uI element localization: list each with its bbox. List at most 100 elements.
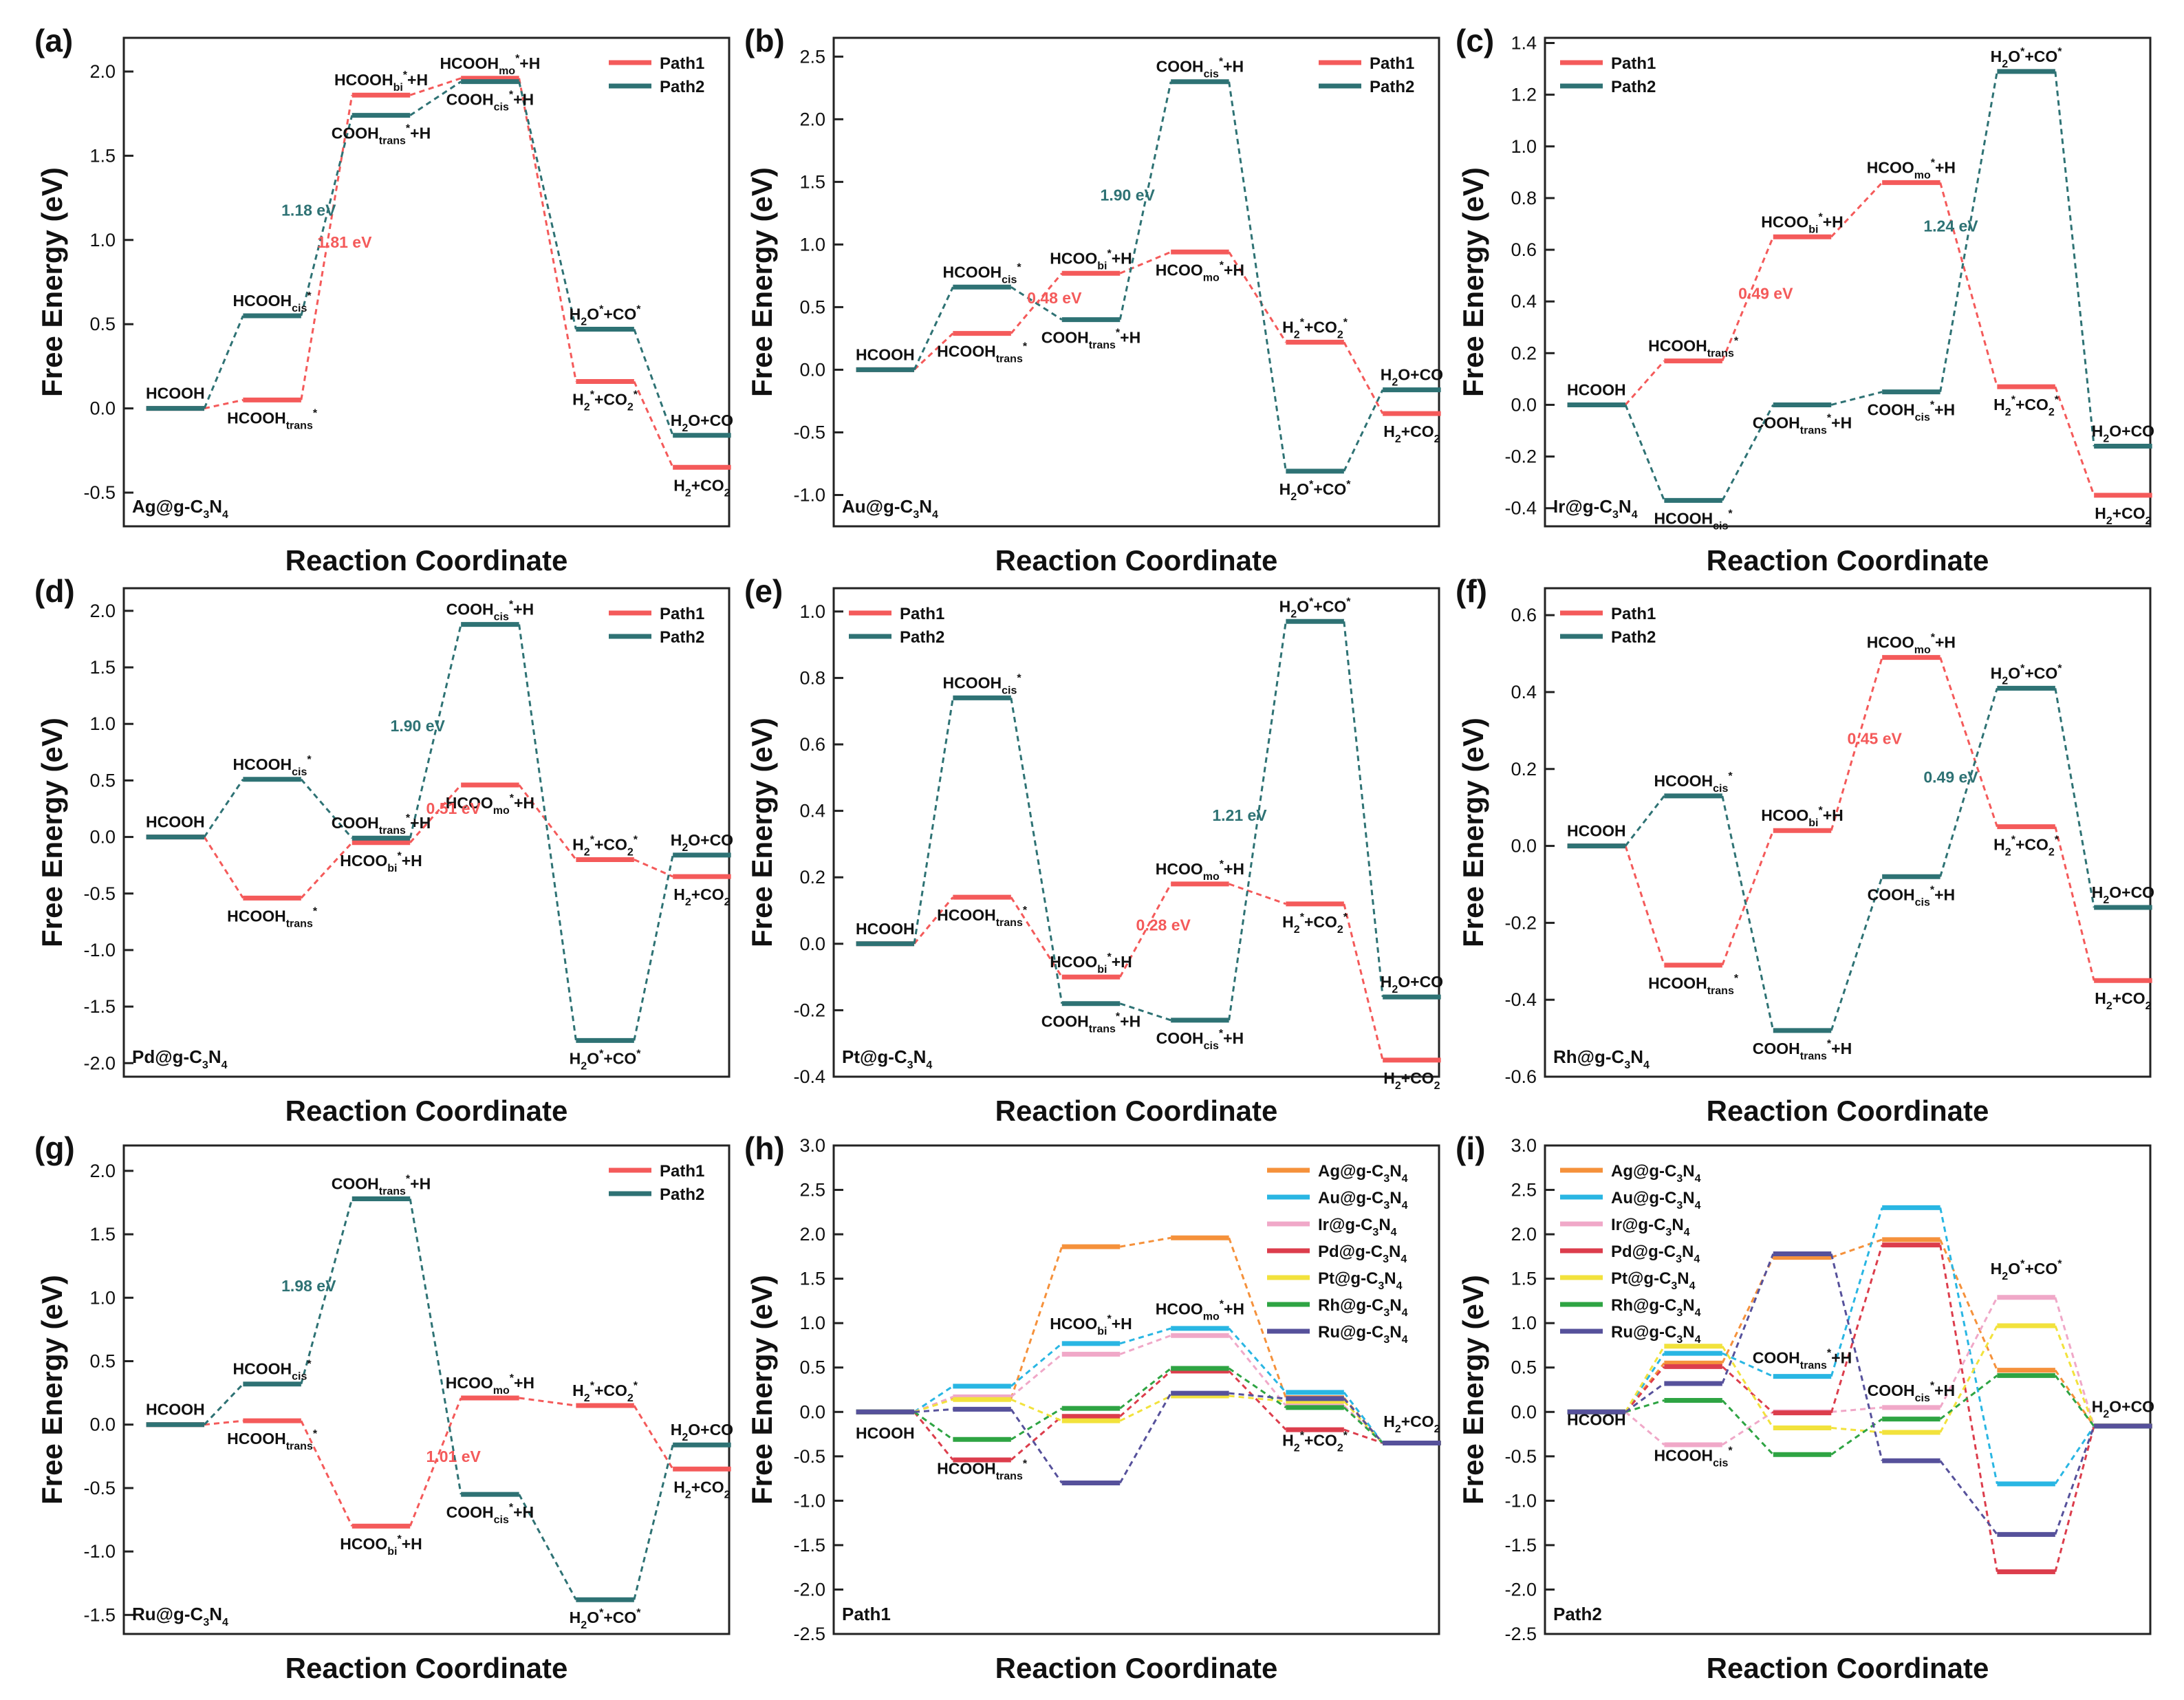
state-label: HCOOHtrans* [227,407,318,431]
connector [913,698,954,945]
series-path1: HCOOH HCOOHtrans* HCOObi*+H HCOOmo*+H H2*+CO… [146,782,731,929]
barrier-label: 1.81 eV [317,233,372,251]
state-label: H2O+CO [1381,973,1443,996]
state-label: H2O*+CO* [570,1607,642,1631]
barrier-label: 1.21 eV [1212,806,1267,824]
y-tick-label: -2.0 [83,1053,116,1073]
step-label: COOHtrans*+H [1753,1347,1852,1371]
state-label: HCOOmo*+H [446,1373,534,1397]
y-tick-label: -1.0 [793,1490,825,1511]
state-label: H2*+CO2* [572,389,638,413]
connector [1721,1253,1775,1384]
panel-label: (b) [744,23,785,58]
connector [1831,1427,1883,1434]
connector [2054,386,2095,496]
connector [1228,1335,1287,1407]
state-label: COOHtrans*+H [332,123,431,147]
connector [1939,657,1998,828]
connector [1228,1370,1287,1431]
connector [300,1420,354,1527]
y-tick-label: 0.8 [799,667,825,688]
state-label: HCOOHtrans* [1648,336,1739,360]
system-label: Au@g-C3N4 [842,496,938,521]
legend-label: Path1 [660,1162,704,1181]
y-tick-label: 2.0 [89,61,116,82]
connector [913,1398,953,1413]
connector [1830,1418,1883,1456]
state-label: H2+CO2 [1383,422,1440,445]
legend: Path1 Path2 [1560,54,1656,96]
connector [1010,896,1063,978]
state-label: HCOOHcis* [233,1359,312,1383]
state-label: HCOOHcis* [1654,771,1733,795]
connector [633,1405,674,1470]
connector [204,398,244,410]
state-label: COOHtrans*+H [332,1173,431,1197]
connector [1229,883,1286,905]
connector [409,784,462,843]
barrier-label: 1.90 eV [391,717,446,735]
state-label: H2+CO2 [673,476,730,499]
connector [1010,1398,1063,1422]
y-tick-label: 2.5 [1511,1180,1537,1201]
series-path2: HCOOHcis* COOHtrans*+H COOHcis*+H H2O*+CO* H… [146,599,733,1072]
connector [1624,360,1665,406]
legend-label: Pt@g-C3N4 [1318,1269,1403,1292]
y-tick-label: -1.0 [83,1541,116,1562]
state-label: HCOOHtrans* [227,1428,318,1452]
state-label: H2O*+CO* [1279,596,1352,620]
legend-label: Ag@g-C3N4 [1318,1162,1408,1185]
legend-label: Ru@g-C3N4 [1611,1323,1701,1346]
y-tick-label: 1.0 [89,230,116,250]
connector [409,624,462,839]
legend-label: Au@g-C3N4 [1611,1189,1701,1212]
connector [409,1397,462,1527]
panel-label: (f) [1456,573,1487,609]
connector [2054,1297,2095,1427]
y-axis-label: Free Energy (eV) [1457,718,1489,947]
series-path2: HCOOHcis* COOHtrans*+H COOHcis*+H H2O*+CO* H… [856,56,1443,503]
connector [203,1383,244,1425]
y-tick-label: 0.4 [1511,682,1537,702]
y-tick-label: 1.0 [799,1313,825,1333]
connector [1624,846,1665,966]
step-label: H2*+CO2* [1282,1430,1348,1454]
barrier-label: 1.01 eV [426,1448,482,1465]
connector [1939,1460,1998,1536]
connector [2054,71,2095,446]
series-path1: HCOOH HCOOHtrans* HCOObi*+H HCOOmo*+H H2*+CO… [856,859,1441,1092]
x-axis-label: Reaction Coordinate [285,1652,568,1684]
y-tick-label: 0.0 [799,1401,825,1422]
state-label: HCOOHmo*+H [440,53,540,77]
connector [913,1411,954,1461]
legend: Path1 Path2 [609,54,704,96]
legend-label: Ir@g-C3N4 [1318,1216,1397,1238]
legend-label: Pd@g-C3N4 [1611,1242,1700,1265]
state-label: HCOOHcis* [1654,508,1733,532]
state-label: HCOOHcis* [233,754,312,778]
x-axis-label: Reaction Coordinate [1707,544,1989,577]
series-ru-g-c-3n-4 [1567,1251,2152,1537]
y-tick-label: 0.0 [89,1414,116,1435]
state-label: HCOObi*+H [340,1534,422,1558]
state-label: H2*+CO2* [1282,912,1348,936]
connector [1939,1239,1998,1371]
state-label: H2O*+CO* [1991,46,2063,70]
x-axis-label: Reaction Coordinate [995,1652,1278,1684]
connector [1939,182,1998,387]
legend-label: Path1 [900,605,944,623]
connector [1624,795,1665,847]
connector [1228,1327,1287,1393]
state-label: COOHcis*+H [1868,884,1956,908]
connector [1830,1245,1883,1413]
connector [1010,1407,1063,1441]
legend: Ag@g-C3N4 Au@g-C3N4 Ir@g-C3N4 Pd@g-C3N4 Pt@g… [1267,1162,1408,1346]
state-label: H2O+CO [671,1421,733,1443]
state-label: COOHtrans*+H [1041,327,1140,352]
y-axis-label: Free Energy (eV) [746,167,778,397]
panel-label: (i) [1456,1130,1485,1166]
connector [1010,1342,1063,1387]
state-label: H2O*+CO* [570,304,642,328]
y-tick-label: -1.0 [793,484,825,505]
connector [1939,1297,1998,1408]
